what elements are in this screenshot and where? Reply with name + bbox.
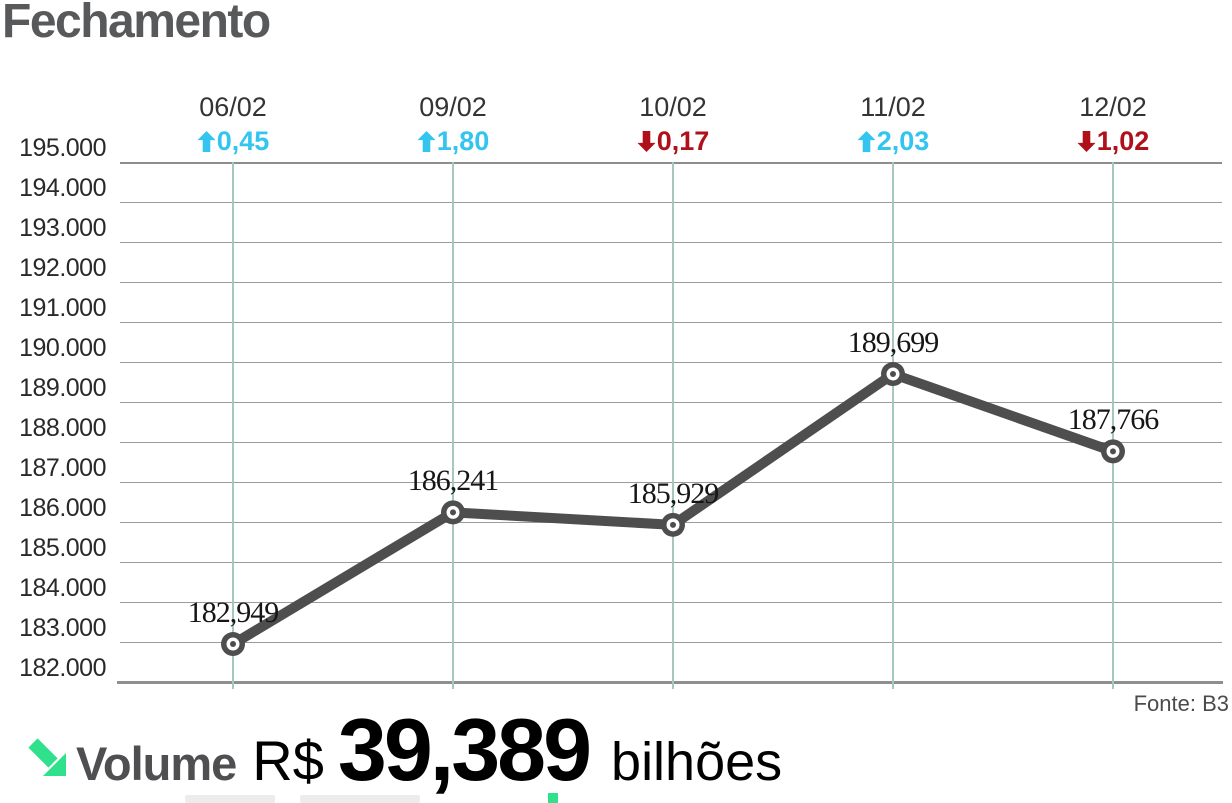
y-axis-label: 195.000	[19, 134, 106, 162]
gridline-vertical	[452, 162, 454, 689]
y-axis-label: 191.000	[19, 294, 106, 322]
cropped-text-fragment	[300, 795, 420, 803]
change-value: 1,02	[1096, 125, 1150, 156]
change-value: 0,17	[656, 125, 710, 156]
cropped-text-fragment	[185, 795, 275, 803]
change-value: 1,80	[436, 125, 490, 156]
gridline-horizontal	[120, 442, 1222, 443]
y-axis-label: 186.000	[19, 494, 106, 522]
gridline-vertical	[672, 162, 674, 689]
source-credit: Fonte: B3	[1133, 691, 1229, 716]
y-axis-label: 194.000	[19, 174, 106, 202]
cropped-green-fragment	[548, 793, 558, 803]
gridline-horizontal	[120, 522, 1222, 523]
y-axis-label: 193.000	[19, 214, 106, 242]
volume-currency: R$	[252, 729, 324, 792]
y-axis-label: 182.000	[19, 654, 106, 682]
x-axis-line	[117, 681, 1223, 684]
gridline-horizontal	[120, 162, 1222, 164]
y-axis-label: 192.000	[19, 254, 106, 282]
change-badge-up: 1,80	[343, 125, 563, 157]
change-value: 0,45	[216, 125, 270, 156]
y-axis-label: 190.000	[19, 334, 106, 362]
gridline-horizontal	[120, 202, 1222, 203]
y-axis-label: 183.000	[19, 614, 106, 642]
volume-row: Volume R$ 39,389 bilhões	[24, 699, 782, 801]
y-axis-label: 184.000	[19, 574, 106, 602]
volume-unit: bilhões	[611, 732, 783, 792]
y-axis-label: 189.000	[19, 374, 106, 402]
point-label: 189,699	[847, 326, 940, 360]
south-east-arrow-icon	[28, 738, 66, 776]
y-axis-label: 188.000	[19, 414, 106, 442]
gridline-vertical	[892, 162, 894, 689]
point-label: 185,929	[627, 476, 720, 510]
cropped-next-row	[0, 793, 1232, 803]
x-axis-date: 12/02	[1079, 92, 1147, 122]
gridline-horizontal	[120, 242, 1222, 243]
change-badge-up: 0,45	[123, 125, 343, 157]
gridline-horizontal	[120, 362, 1222, 363]
x-axis-date: 11/02	[860, 92, 926, 122]
gridline-horizontal	[120, 322, 1222, 323]
x-axis-date: 06/02	[199, 92, 267, 122]
y-axis-label: 185.000	[19, 534, 106, 562]
change-badge-down: 0,17	[563, 125, 783, 157]
gridline-horizontal	[120, 642, 1222, 643]
point-label: 187,766	[1067, 403, 1160, 437]
point-label: 182,949	[187, 596, 280, 630]
x-axis-date: 10/02	[639, 92, 707, 122]
page-title: Fechamento	[2, 0, 271, 48]
point-label: 186,241	[407, 464, 500, 498]
y-axis-label: 187.000	[19, 454, 106, 482]
change-value: 2,03	[876, 125, 930, 156]
x-axis-date: 09/02	[419, 92, 487, 122]
gridline-horizontal	[120, 282, 1222, 283]
change-badge-up: 2,03	[783, 125, 1003, 157]
volume-label: Volume	[76, 737, 237, 790]
volume-value: 39,389	[337, 700, 592, 799]
gridline-horizontal	[120, 562, 1222, 563]
change-badge-down: 1,02	[1003, 125, 1223, 157]
